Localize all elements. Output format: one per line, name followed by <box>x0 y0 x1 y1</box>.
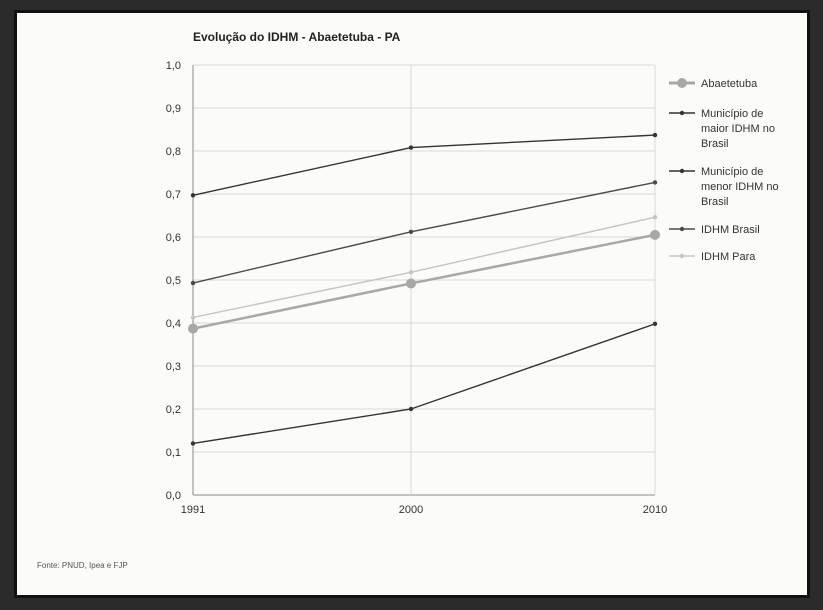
y-tick-label: 0,0 <box>166 490 181 502</box>
y-tick-label: 0,1 <box>166 447 181 459</box>
legend-entry-text: Brasil <box>701 196 729 208</box>
y-tick-label: 0,3 <box>166 361 181 373</box>
data-point <box>408 406 414 412</box>
chart-axes: 0,0 0,1 0,2 0,3 0,4 0,5 0,6 0,7 0,8 0,9 1,0 1991 200… <box>166 60 668 516</box>
data-point <box>408 229 414 235</box>
y-tick-label: 0,4 <box>166 318 181 330</box>
y-tick-label: 0,6 <box>166 232 181 244</box>
data-point <box>408 270 414 275</box>
y-tick-label: 0,9 <box>166 103 181 115</box>
data-point <box>650 229 660 240</box>
data-point <box>190 280 196 286</box>
legend-swatch-marker <box>679 168 685 174</box>
chart-frame: Evolução do IDHM - Abaetetuba - PA 0,0 0,… <box>14 10 810 598</box>
data-point <box>652 180 658 185</box>
data-point <box>652 321 658 327</box>
legend-entry-text: maior IDHM no <box>701 123 775 135</box>
data-point <box>188 323 198 334</box>
chart-series <box>188 132 660 446</box>
chart-title: Evolução do IDHM - Abaetetuba - PA <box>193 30 401 44</box>
data-point <box>652 132 658 138</box>
data-point <box>190 441 196 446</box>
legend-entry-text: Município de <box>701 108 763 120</box>
x-tick-label: 2010 <box>643 504 667 516</box>
legend-swatch-marker <box>679 226 685 232</box>
data-point <box>408 145 414 150</box>
source-note: Fonte: PNUD, Ipea e FJP <box>37 561 128 570</box>
y-tick-label: 0,7 <box>166 189 181 201</box>
chart-legend: Abaetetuba Município de maior IDHM no Brasi… <box>669 78 779 263</box>
series-line <box>192 233 656 330</box>
legend-entry-text: Município de <box>701 166 763 178</box>
legend-entry-text: IDHM Brasil <box>701 224 760 236</box>
legend-entry-text: IDHM Para <box>701 251 756 263</box>
y-tick-label: 1,0 <box>166 60 181 72</box>
data-point <box>652 215 658 220</box>
series-line <box>192 323 656 445</box>
data-point <box>190 315 196 320</box>
legend-entry-text: menor IDHM no <box>701 181 779 193</box>
legend-entry-text: Abaetetuba <box>701 78 758 90</box>
data-point <box>406 278 416 289</box>
y-tick-label: 0,2 <box>166 404 181 416</box>
legend-swatch-marker <box>679 253 685 259</box>
series-line <box>192 134 656 196</box>
y-tick-label: 0,8 <box>166 146 181 158</box>
x-tick-label: 1991 <box>181 504 205 516</box>
chart-svg: Evolução do IDHM - Abaetetuba - PA 0,00,… <box>37 30 779 570</box>
legend-swatch-marker <box>679 110 685 116</box>
data-point <box>190 193 196 198</box>
legend-swatch-marker <box>677 78 687 88</box>
legend-entry-text: Brasil <box>701 138 729 150</box>
y-tick-label: 0,5 <box>166 275 181 287</box>
x-tick-label: 2000 <box>399 504 423 516</box>
